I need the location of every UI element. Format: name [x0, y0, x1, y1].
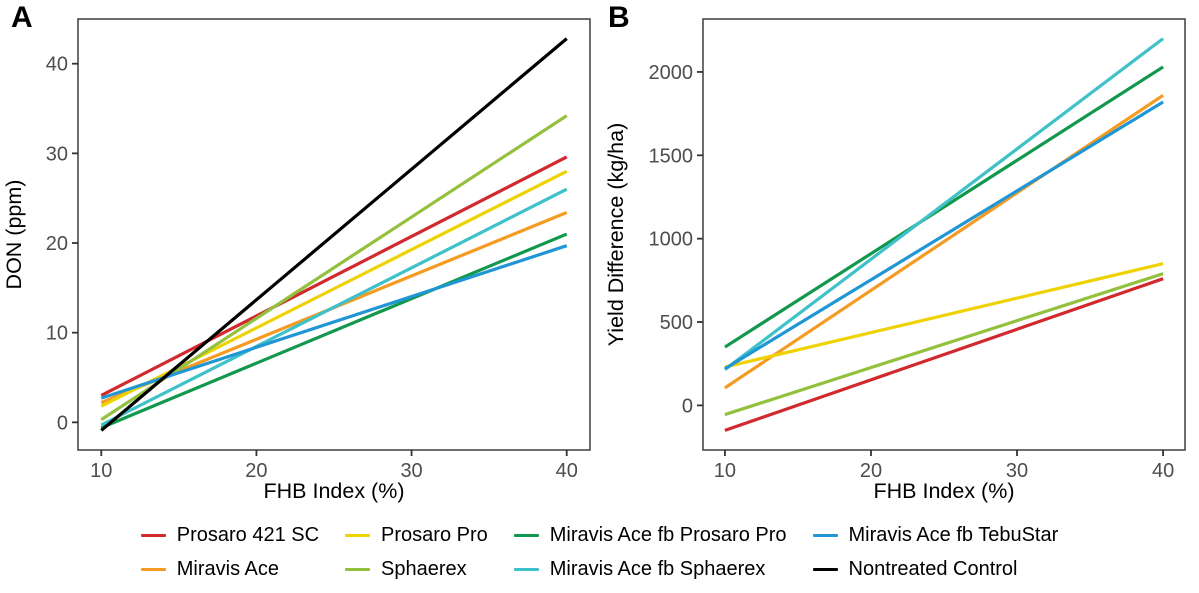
series-line-sphaerex — [100, 114, 568, 421]
y-tick-label: 10 — [46, 323, 68, 345]
legend-item-sphaerex: Sphaerex — [345, 558, 488, 581]
legend-label-miravis-ace: Miravis Ace — [176, 558, 279, 580]
series-line-prosaro-421-sc — [724, 277, 1164, 432]
y-tick-label: 0 — [57, 412, 68, 434]
legend-label-prosaro-421-sc: Prosaro 421 SC — [176, 524, 320, 546]
x-tick-label: 30 — [400, 460, 422, 482]
y-axis-title: DON (ppm) — [2, 180, 26, 290]
legend-label-miravis-ace-fb-tebustar: Miravis Ace fb TebuStar — [848, 524, 1059, 546]
panel-border — [702, 18, 1186, 451]
panel-border — [77, 18, 591, 451]
series-line-miravis-ace — [724, 93, 1164, 390]
y-tick-label: 20 — [46, 233, 68, 255]
y-tick-label: 2000 — [649, 62, 694, 84]
series-line-miravis-ace-fb-tebustar — [724, 100, 1164, 371]
panel-a-letter: A — [11, 1, 33, 34]
legend-key-line-miravis-ace — [140, 567, 166, 572]
x-tick-label: 10 — [90, 460, 112, 482]
series-line-prosaro-421-sc — [100, 155, 568, 397]
y-tick-label: 1500 — [649, 145, 694, 167]
series-line-nontreated-control — [100, 37, 568, 432]
y-tick-label: 500 — [660, 312, 693, 334]
series-line-miravis-ace-fb-sphaerex — [100, 187, 568, 427]
series-line-miravis-ace-fb-sphaerex — [723, 37, 1165, 371]
legend-key-line-miravis-ace-fb-prosaro-pro — [513, 533, 539, 538]
x-axis-title: FHB Index (%) — [874, 479, 1015, 503]
series-line-miravis-ace-fb-tebustar — [100, 244, 568, 400]
legend-key-line-prosaro-pro — [345, 533, 371, 538]
x-axis-title: FHB Index (%) — [264, 479, 405, 503]
legend-label-nontreated-control: Nontreated Control — [848, 558, 1018, 580]
x-tick-label: 30 — [1006, 460, 1028, 482]
legend-item-miravis-ace-fb-prosaro-pro: Miravis Ace fb Prosaro Pro — [513, 524, 787, 547]
y-tick-label: 0 — [682, 395, 693, 417]
legend-item-miravis-ace-fb-sphaerex: Miravis Ace fb Sphaerex — [513, 558, 787, 581]
y-tick-label: 1000 — [649, 229, 694, 251]
legend-item-miravis-ace-fb-tebustar: Miravis Ace fb TebuStar — [812, 524, 1059, 547]
legend-item-prosaro-pro: Prosaro Pro — [345, 524, 488, 547]
legend-label-sphaerex: Sphaerex — [381, 558, 467, 580]
panel-b-letter: B — [608, 1, 630, 34]
legend-key-line-miravis-ace-fb-sphaerex — [513, 567, 539, 572]
legend: Prosaro 421 SC Miravis Ace Prosaro Pro S… — [0, 524, 1199, 581]
x-tick-label: 40 — [556, 460, 578, 482]
x-tick-label: 20 — [245, 460, 267, 482]
legend-grid: Prosaro 421 SC Miravis Ace Prosaro Pro S… — [140, 524, 1059, 581]
legend-item-prosaro-421-sc: Prosaro 421 SC — [140, 524, 320, 547]
y-axis-title: Yield Difference (kg/ha) — [604, 123, 628, 346]
x-tick-label: 40 — [1152, 460, 1174, 482]
series-line-miravis-ace-fb-prosaro-pro — [724, 65, 1164, 349]
legend-key-line-prosaro-421-sc — [140, 533, 166, 538]
x-tick-label: 20 — [860, 460, 882, 482]
legend-key-line-miravis-ace-fb-tebustar — [812, 533, 838, 538]
y-tick-label: 40 — [46, 54, 68, 76]
legend-label-prosaro-pro: Prosaro Pro — [381, 524, 488, 546]
legend-item-miravis-ace: Miravis Ace — [140, 558, 319, 581]
x-tick-label: 10 — [714, 460, 736, 482]
panel-a-plot: 10 20 30 40 0 10 20 30 40 FHB Index (%) DON (ppm) — [2, 18, 591, 503]
panel-b-plot: 10 20 30 40 0 500 1000 1500 2000 FHB Index (%) Yie… — [604, 18, 1186, 503]
legend-item-nontreated-control: Nontreated Control — [812, 558, 1059, 581]
y-tick-label: 30 — [46, 143, 68, 165]
legend-key-line-nontreated-control — [812, 567, 838, 572]
legend-key-line-sphaerex — [345, 567, 371, 572]
legend-label-miravis-ace-fb-sphaerex: Miravis Ace fb Sphaerex — [549, 558, 766, 580]
panel-a: A 10 20 30 40 0 10 20 30 40 FHB Index (%) DON (ppm… — [0, 0, 599, 510]
legend-label-miravis-ace-fb-prosaro-pro: Miravis Ace fb Prosaro Pro — [549, 524, 787, 546]
panel-b: B 10 20 30 40 0 500 1000 1500 2000 FHB Index (%) Y… — [599, 0, 1199, 510]
series-line-miravis-ace-fb-prosaro-pro — [100, 232, 568, 430]
series-line-sphaerex — [724, 272, 1164, 417]
charts-row: A 10 20 30 40 0 10 20 30 40 FHB Index (%) DON (ppm… — [0, 0, 1199, 510]
series-line-prosaro-pro — [724, 262, 1164, 369]
